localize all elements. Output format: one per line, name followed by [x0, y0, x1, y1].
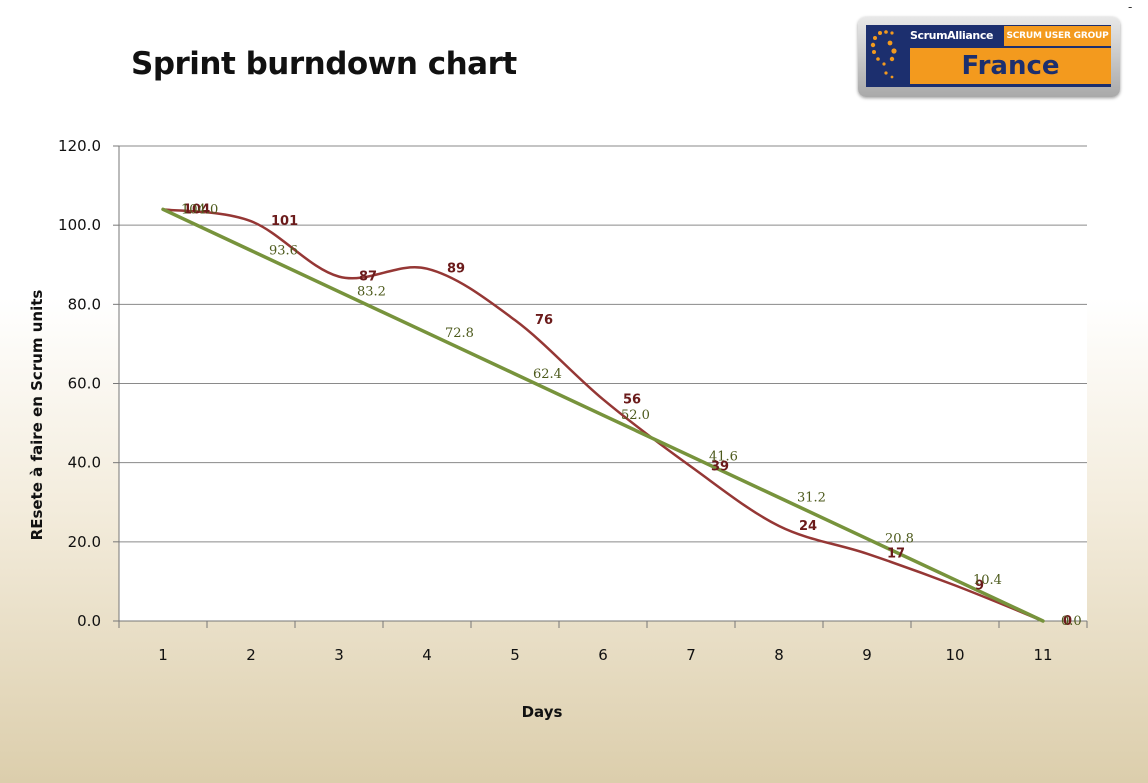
series-lines: [161, 207, 1045, 623]
series-line-actual: [161, 208, 1045, 623]
data-label-ideal: 31.2: [797, 491, 826, 506]
data-labels: 104 101 87 89 76 56 39 24 17 9 0 104.0 93.6 83.2 72.8 6…: [181, 202, 1082, 629]
data-label-actual: 39: [711, 460, 729, 475]
corner-mark: -: [1128, 0, 1133, 14]
x-tick-label: 4: [422, 646, 432, 664]
x-tick-labels: 1 2 3 4 5 6 7 8 9 10 11: [158, 646, 1052, 664]
x-tick-label: 9: [862, 646, 872, 664]
data-label-actual: 56: [623, 392, 641, 407]
data-label-ideal: 72.8: [445, 326, 474, 341]
page-title: Sprint burndown chart: [131, 46, 517, 82]
y-tick-label: 0.0: [77, 612, 101, 630]
data-label-ideal: 0.0: [1061, 614, 1082, 629]
y-tick-label: 20.0: [68, 533, 101, 551]
x-tick-label: 3: [334, 646, 344, 664]
data-label-ideal: 41.6: [709, 449, 738, 464]
data-label-actual: 17: [887, 547, 905, 562]
gridlines: [113, 145, 1088, 628]
data-label-actual: 76: [535, 313, 553, 328]
y-tick-label: 120.0: [58, 137, 101, 155]
data-label-actual: 87: [359, 270, 377, 285]
data-label-actual: 104: [183, 202, 210, 217]
y-tick-label: 100.0: [58, 216, 101, 234]
x-tick-label: 6: [598, 646, 608, 664]
logo-dots-icon: [870, 30, 897, 79]
y-tick-labels: 0.0 20.0 40.0 60.0 80.0 100.0 120.0: [58, 137, 101, 630]
data-label-actual: 24: [799, 519, 817, 534]
scrum-alliance-france-logo: ScrumAlliance SCRUM USER GROUP France: [858, 17, 1120, 97]
logo-brand-text: ScrumAlliance: [910, 29, 994, 42]
data-label-actual: 89: [447, 262, 465, 277]
data-label-ideal: 10.4: [973, 573, 1002, 588]
y-tick-label: 60.0: [68, 375, 101, 393]
data-label-actual: 9: [975, 578, 984, 593]
x-tick-label: 5: [510, 646, 520, 664]
x-tick-label: 8: [774, 646, 784, 664]
y-tick-label: 80.0: [68, 295, 101, 313]
y-axis-title: REsete à faire en Scrum units: [28, 290, 46, 541]
data-label-ideal: 104.0: [181, 202, 218, 217]
series-line-ideal: [161, 207, 1045, 623]
data-label-ideal: 93.6: [269, 244, 298, 259]
logo-group-text: SCRUM USER GROUP: [1004, 26, 1111, 46]
x-tick-label: 1: [158, 646, 168, 664]
data-label-actual: 101: [271, 214, 298, 229]
data-label-ideal: 62.4: [533, 367, 562, 382]
x-tick-label: 2: [246, 646, 256, 664]
y-tick-label: 40.0: [68, 454, 101, 472]
data-label-actual: 0: [1063, 614, 1072, 629]
data-label-ideal: 83.2: [357, 285, 386, 300]
x-tick-label: 11: [1033, 646, 1052, 664]
x-tick-label: 7: [686, 646, 696, 664]
data-label-ideal: 20.8: [885, 532, 914, 547]
data-label-ideal: 52.0: [621, 408, 650, 423]
x-axis-title: Days: [522, 703, 563, 721]
logo-panel: ScrumAlliance SCRUM USER GROUP France: [866, 25, 1111, 87]
x-tick-label: 10: [945, 646, 964, 664]
logo-country-text: France: [910, 48, 1111, 84]
